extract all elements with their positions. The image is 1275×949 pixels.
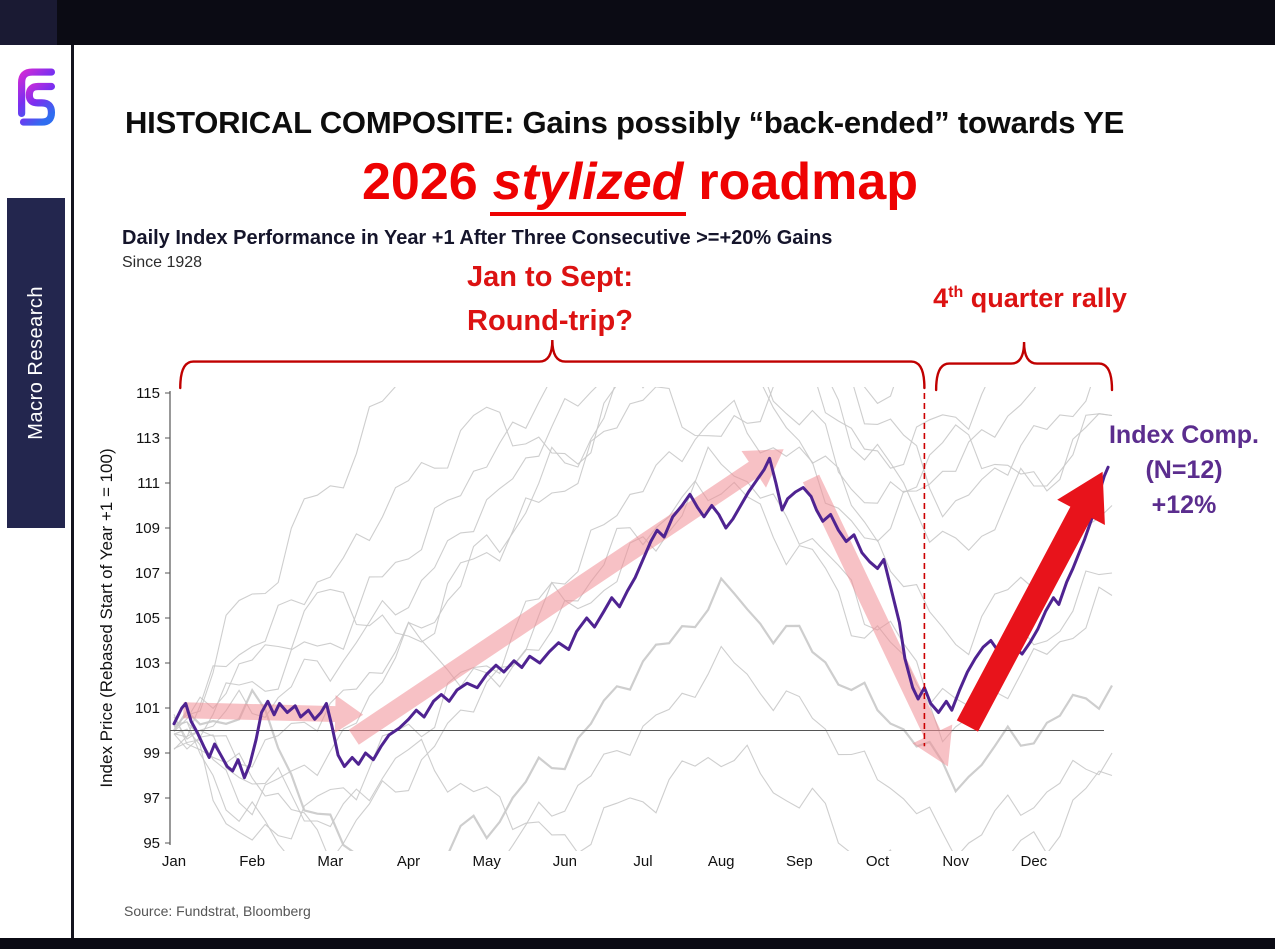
x-tick-label: Mar <box>317 853 343 870</box>
y-tick-label: 103 <box>135 655 160 672</box>
x-tick-label: Jun <box>553 853 577 870</box>
x-tick-label: Feb <box>239 853 265 870</box>
x-tick-label: Nov <box>942 853 969 870</box>
x-tick-label: Jul <box>633 853 652 870</box>
index-comp-annotation: Index Comp. (N=12) +12% <box>1095 418 1273 523</box>
jan-sept-brace <box>179 339 926 390</box>
index-comp-line1: Index Comp. <box>1108 421 1259 449</box>
bottom-bar <box>0 938 1275 949</box>
composite-line <box>172 456 1110 780</box>
top-bar-accent <box>0 0 57 45</box>
headline-year: 2026 <box>361 153 478 211</box>
top-bar <box>0 0 1275 45</box>
chart-subtitle: Since 1928 <box>122 254 203 271</box>
fundstrat-logo-icon <box>12 62 62 136</box>
stylized-path-arrows <box>183 449 953 767</box>
headline-stylized-word: stylized <box>489 153 687 216</box>
y-tick-label: 101 <box>135 700 160 717</box>
y-tick-label: 99 <box>143 745 160 762</box>
y-tick-label: 95 <box>143 835 160 852</box>
y-tick-label: 111 <box>137 475 160 492</box>
fs-monogram-icon <box>18 68 56 126</box>
roundtrip-line2: Round-trip? <box>467 305 633 337</box>
y-tick-label: 105 <box>135 610 160 627</box>
q4-number: 4 <box>933 283 949 313</box>
x-tick-label: Sep <box>786 853 813 870</box>
q4-rest: quarter rally <box>963 283 1127 313</box>
x-tick-label: May <box>472 853 501 870</box>
macro-research-banner: Macro Research <box>7 198 65 528</box>
x-tick-label: Apr <box>397 853 420 870</box>
x-tick-label: Oct <box>866 853 890 870</box>
headline-roadmap-word: roadmap <box>698 153 919 211</box>
y-tick-label: 109 <box>135 520 160 537</box>
y-tick-label: 115 <box>136 385 160 402</box>
y-tick-label: 113 <box>136 430 160 447</box>
q4-ordinal: th <box>948 284 964 301</box>
x-tick-label: Jan <box>162 853 186 870</box>
slide-title: HISTORICAL COMPOSITE: Gains possibly “ba… <box>125 105 1125 140</box>
source-note: Source: Fundstrat, Bloomberg <box>124 903 311 919</box>
index-comp-line2: (N=12) <box>1145 456 1223 484</box>
q4-brace <box>934 341 1114 392</box>
roundtrip-line1: Jan to Sept: <box>467 261 633 293</box>
y-axis-title: Index Price (Rebased Start of Year +1 = … <box>97 448 116 787</box>
y-tick-label: 97 <box>143 790 160 807</box>
chart-title: Daily Index Performance in Year +1 After… <box>122 227 833 249</box>
x-tick-label: Aug <box>708 853 735 870</box>
roundtrip-annotation: Jan to Sept: Round-trip? <box>360 255 740 343</box>
x-tick-label: Dec <box>1020 853 1047 870</box>
index-comp-line3: +12% <box>1151 491 1217 519</box>
headline: 2026 stylized roadmap <box>75 152 1205 216</box>
y-tick-label: 107 <box>135 565 160 582</box>
q4-rally-annotation: 4th quarter rally <box>890 283 1170 314</box>
rally-phase-arrow <box>348 449 784 745</box>
q4-rally-arrow <box>956 471 1105 732</box>
sidebar-divider <box>71 45 74 938</box>
